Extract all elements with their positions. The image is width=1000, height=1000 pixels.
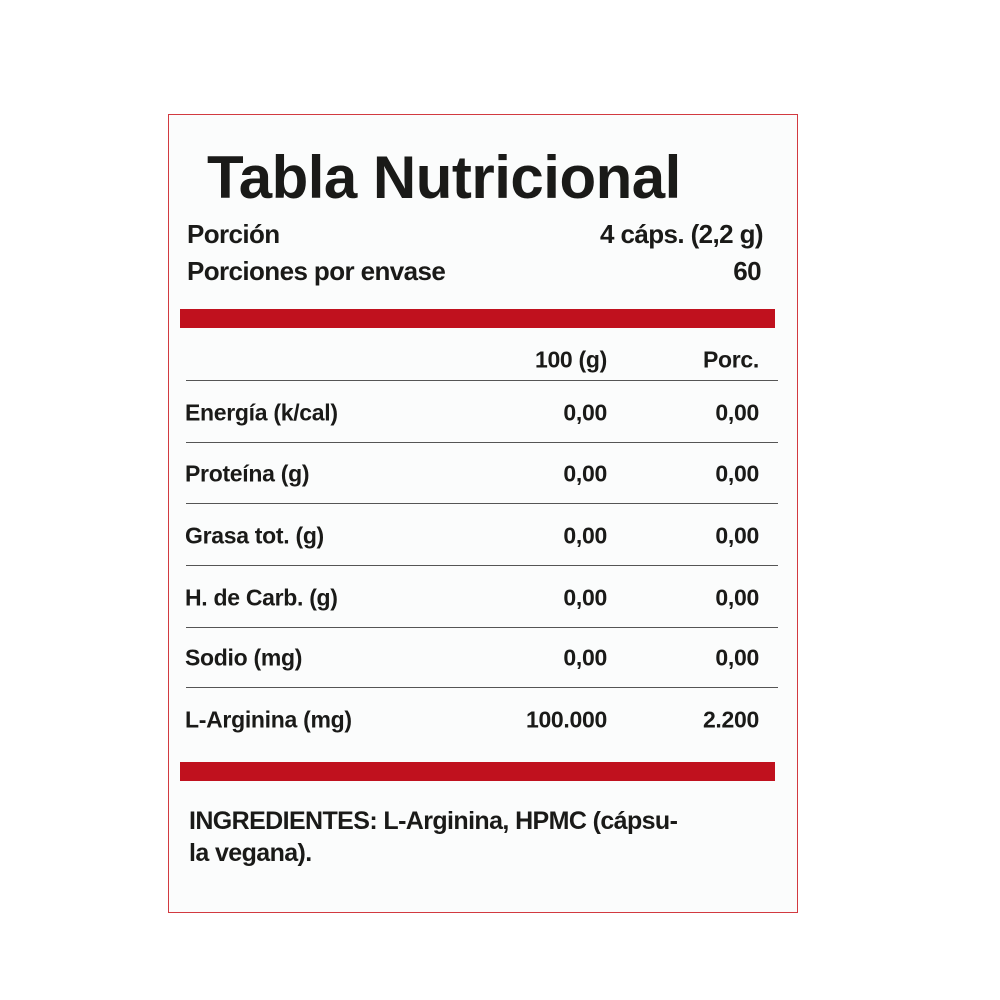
- ingredients-line-1: INGREDIENTES: L-Arginina, HPMC (cápsu-: [189, 807, 678, 835]
- nutrient-per-100g: 0,00: [563, 522, 607, 549]
- nutrient-per-portion: 0,00: [715, 584, 759, 611]
- column-header-portion: Porc.: [702, 346, 759, 373]
- row-divider: [186, 565, 778, 566]
- row-divider: [186, 687, 778, 688]
- nutrient-per-portion: 0,00: [715, 399, 759, 426]
- nutrient-per-portion: 0,00: [715, 460, 759, 487]
- nutrient-name: L-Arginina (mg): [185, 706, 352, 733]
- row-divider: [186, 627, 778, 628]
- nutrient-name: H. de Carb. (g): [185, 584, 338, 611]
- ingredients-line-2: la vegana).: [189, 839, 312, 867]
- nutrient-name: Proteína (g): [185, 460, 310, 487]
- divider-bar-bottom: [180, 762, 775, 781]
- nutrient-per-portion: 2.200: [702, 706, 759, 733]
- row-divider: [186, 442, 778, 443]
- servings-per-container-label: Porciones por envase: [187, 256, 446, 286]
- nutrient-per-100g: 0,00: [563, 584, 607, 611]
- nutrient-name: Energía (k/cal): [185, 399, 338, 426]
- nutrient-per-100g: 0,00: [563, 644, 607, 671]
- row-divider: [186, 380, 778, 381]
- serving-label: Porción: [187, 219, 280, 249]
- ingredients-text: INGREDIENTES: L-Arginina, HPMC (cápsu- l…: [189, 805, 789, 869]
- nutrient-per-portion: 0,00: [715, 644, 759, 671]
- nutrient-per-portion: 0,00: [715, 522, 759, 549]
- row-divider: [186, 503, 778, 504]
- column-header-100g: 100 (g): [534, 346, 607, 373]
- nutrition-label: Tabla Nutricional Porción 4 cáps. (2,2 g…: [168, 114, 798, 913]
- servings-per-container-value: 60: [733, 256, 761, 286]
- nutrient-per-100g: 0,00: [563, 460, 607, 487]
- serving-value: 4 cáps. (2,2 g): [600, 219, 764, 249]
- divider-bar-top: [180, 309, 775, 328]
- nutrient-name: Sodio (mg): [185, 644, 303, 671]
- nutrient-per-100g: 100.000: [525, 706, 607, 733]
- nutrient-name: Grasa tot. (g): [185, 522, 324, 549]
- label-title: Tabla Nutricional: [207, 144, 681, 211]
- nutrient-per-100g: 0,00: [563, 399, 607, 426]
